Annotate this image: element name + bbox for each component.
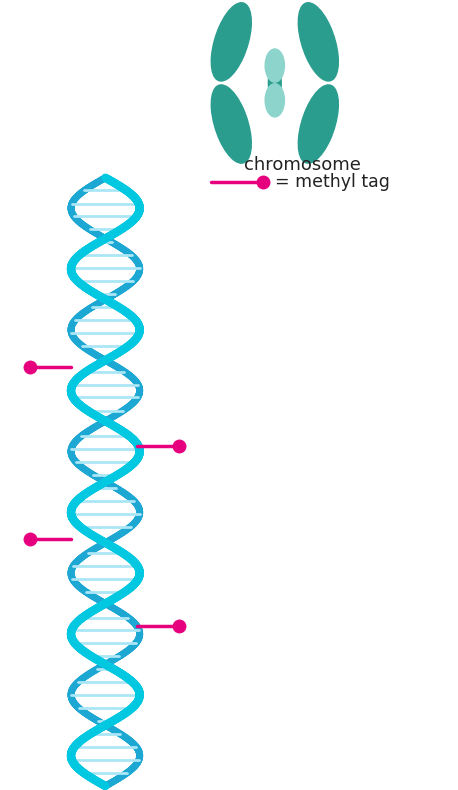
Text: chromosome: chromosome: [244, 156, 361, 174]
Ellipse shape: [265, 84, 284, 117]
Ellipse shape: [211, 85, 251, 164]
Ellipse shape: [268, 64, 281, 102]
Ellipse shape: [298, 85, 338, 164]
Ellipse shape: [211, 2, 251, 81]
Ellipse shape: [265, 49, 284, 82]
Ellipse shape: [298, 2, 338, 81]
Text: = methyl tag: = methyl tag: [275, 173, 390, 190]
